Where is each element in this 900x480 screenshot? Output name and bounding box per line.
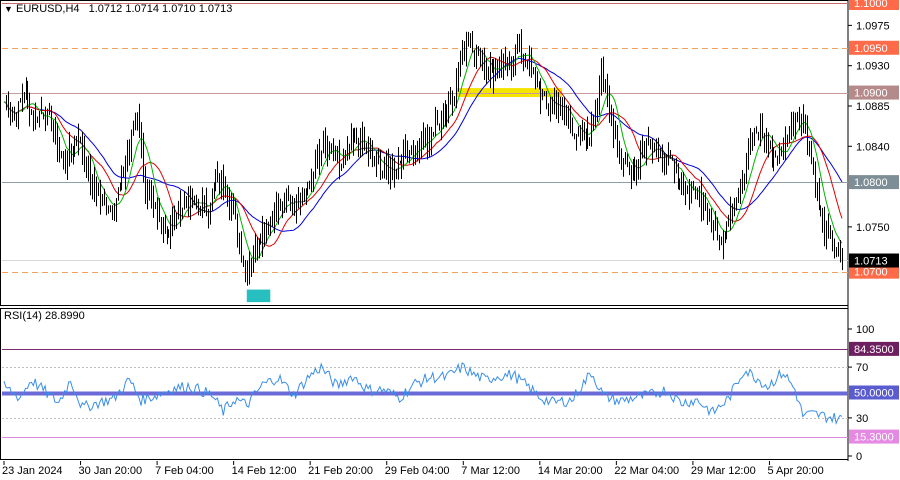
time-tick-label: 22 Mar 04:00 bbox=[614, 465, 679, 477]
time-tick-label: 14 Mar 20:00 bbox=[538, 465, 603, 477]
symbol-timeframe: EURUSD,H4 bbox=[15, 3, 80, 15]
price-level-0-box bbox=[849, 0, 899, 10]
current-price-label: 1.0713 bbox=[854, 256, 888, 268]
collapse-triangle-icon[interactable]: ▼ bbox=[4, 4, 13, 14]
time-tick-label: 5 Apr 20:00 bbox=[767, 465, 823, 477]
price-level-0-label: 1.1000 bbox=[854, 0, 888, 10]
rsi-tick-label: 70 bbox=[856, 362, 868, 374]
rsi-level-1-box bbox=[849, 385, 899, 400]
rsi-level-1-label: 50.0000 bbox=[854, 388, 894, 400]
time-tick-label: 29 Feb 04:00 bbox=[385, 465, 450, 477]
price-level-2-box bbox=[849, 85, 899, 100]
rsi-panel-header: RSI(14) 28.8990 bbox=[4, 310, 85, 322]
time-tick-label: 29 Mar 12:00 bbox=[691, 465, 756, 477]
price-level-1-box bbox=[849, 40, 899, 55]
rsi-level-0-box bbox=[849, 341, 899, 356]
price-tick-label: 1.0975 bbox=[856, 20, 890, 32]
current-price-box bbox=[849, 253, 899, 268]
rsi-tick-label: 100 bbox=[856, 324, 874, 336]
price-panel-header: ▼ EURUSD,H4 1.0712 1.0714 1.0710 1.0713 bbox=[4, 3, 232, 15]
price-level-3-box bbox=[849, 175, 899, 190]
rsi-level-2-box bbox=[849, 429, 899, 444]
price-tick-label: 1.0750 bbox=[856, 222, 890, 234]
highlight-support-zone bbox=[246, 289, 271, 303]
time-tick-label: 7 Mar 12:00 bbox=[461, 465, 520, 477]
time-tick-label: 14 Feb 12:00 bbox=[232, 465, 297, 477]
price-level-3-label: 1.0800 bbox=[854, 177, 888, 189]
price-level-4-box bbox=[849, 264, 899, 279]
price-tick-label: 1.0840 bbox=[856, 141, 890, 153]
price-tick-label: 1.0885 bbox=[856, 101, 890, 113]
rsi-line bbox=[3, 362, 843, 426]
ohlc-values: 1.0712 1.0714 1.0710 1.0713 bbox=[88, 3, 233, 15]
price-level-1-label: 1.0950 bbox=[854, 43, 888, 55]
time-tick-label: 21 Feb 20:00 bbox=[308, 465, 373, 477]
price-level-4-label: 1.0700 bbox=[854, 267, 888, 279]
rsi-level-2-label: 15.3000 bbox=[854, 432, 894, 444]
rsi-tick-label: 30 bbox=[856, 413, 868, 425]
time-tick-label: 23 Jan 2024 bbox=[2, 465, 63, 477]
rsi-level-0-label: 84.3500 bbox=[854, 344, 894, 356]
highlight-resistance-zone bbox=[456, 88, 563, 98]
price-level-2-label: 1.0900 bbox=[854, 88, 888, 100]
time-tick-label: 30 Jan 20:00 bbox=[79, 465, 143, 477]
time-tick-label: 7 Feb 04:00 bbox=[155, 465, 214, 477]
price-tick-label: 1.0930 bbox=[856, 61, 890, 73]
rsi-tick-label: 0 bbox=[856, 451, 862, 463]
rsi-pane-frame bbox=[0, 308, 849, 460]
